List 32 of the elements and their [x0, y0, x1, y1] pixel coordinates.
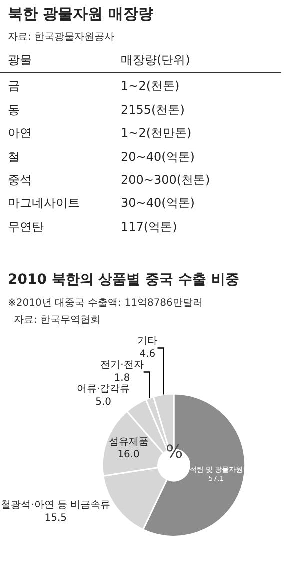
category-label: 매장량(단위) [121, 53, 190, 67]
text: 2155(천톤) [121, 103, 185, 117]
category-label: 광물 [8, 53, 32, 67]
data-label: 1.8 [114, 373, 130, 384]
slice-label: 섬유제품 [108, 436, 149, 448]
data-label: 16.0 [118, 450, 140, 461]
category-label: 철 [8, 150, 20, 164]
chart-title: 2010 북한의 상품별 중국 수출 비중 [8, 272, 240, 288]
data-label: 5.0 [96, 397, 112, 408]
category-label: 마그네사이트 [8, 196, 80, 210]
text: 200~300(천톤) [121, 173, 210, 187]
slice-label: 기타 [138, 336, 158, 348]
text: 1~2(천톤) [121, 79, 180, 93]
category-label: 동 [8, 103, 20, 117]
slice-label: 철광석·아연 등 비금속류 [1, 500, 111, 512]
text: 1~2(천만톤) [121, 126, 192, 140]
category-label: 금 [8, 79, 20, 93]
slice-label: 전기·전자 [100, 360, 144, 372]
data-label: 4.6 [140, 349, 156, 360]
text: 북한 광물자원 매장량 [8, 5, 154, 23]
text: 117(억톤) [121, 220, 178, 234]
text: 자료: 한국광물자원공사 [8, 32, 115, 43]
text: 20~40(억톤) [121, 150, 195, 164]
category-label: 중석 [8, 173, 32, 187]
data-label: 15.5 [44, 513, 68, 524]
text: 자료: 한국무역협회 [14, 315, 101, 326]
text: ※2010년 대중국 수출액: 11억8786만달러 [8, 298, 203, 309]
category-label: 무연탄 [8, 220, 44, 234]
text: % [166, 442, 184, 463]
category-label: 아연 [8, 126, 32, 140]
slice-label: 어류·갑각류 [76, 384, 130, 396]
text: 30~40(억톤) [121, 196, 195, 210]
